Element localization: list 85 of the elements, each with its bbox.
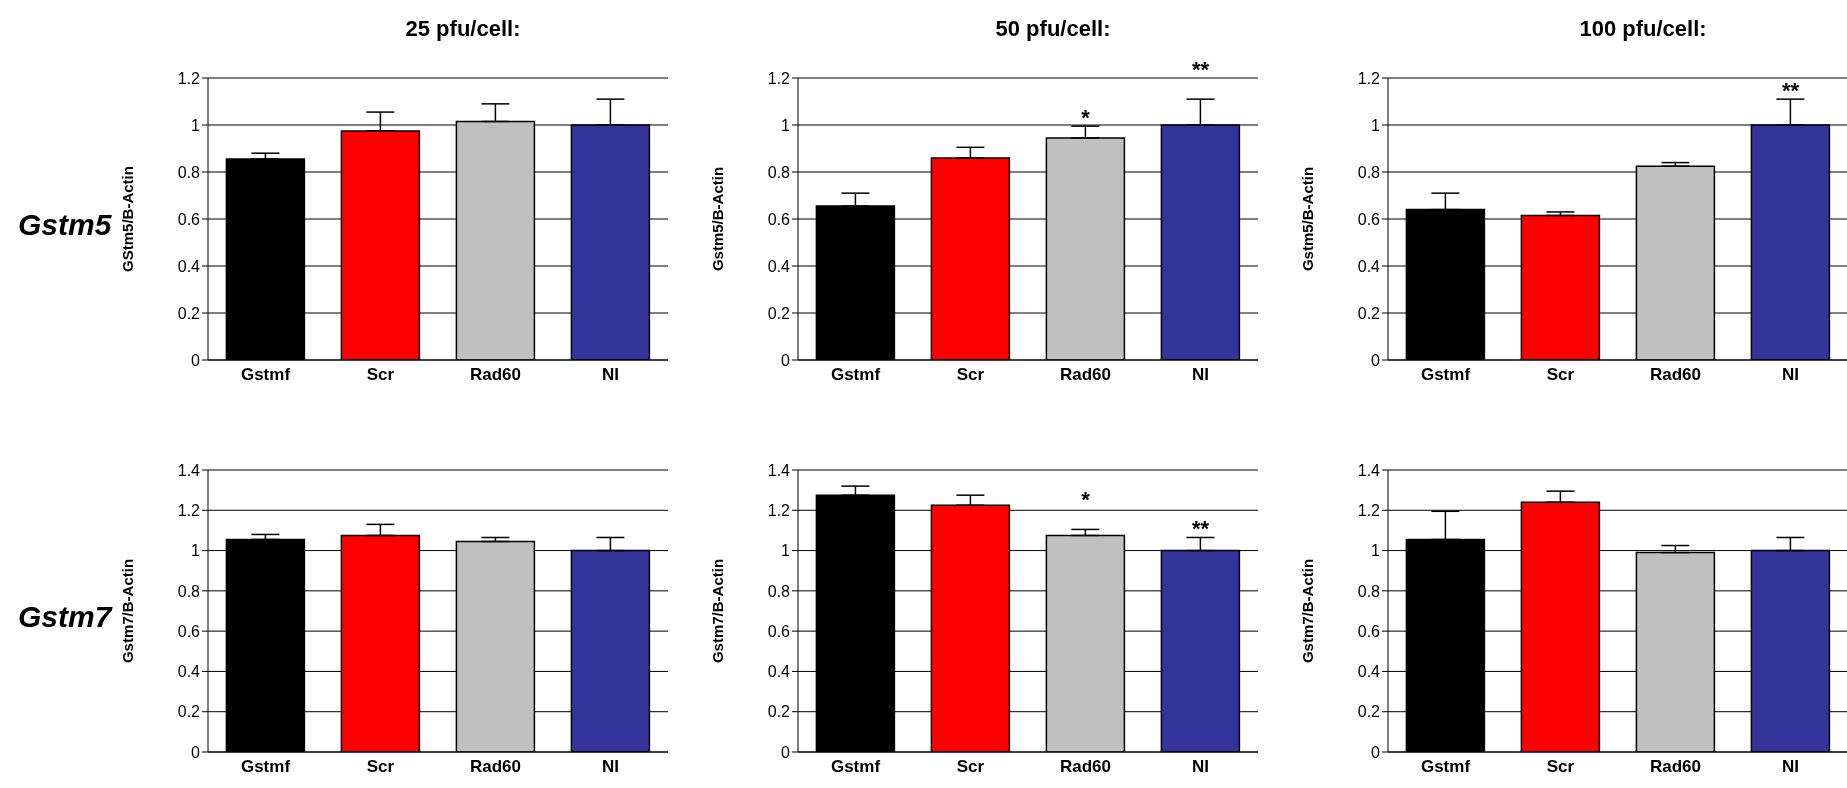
- x-tick-label: NI: [1192, 365, 1209, 385]
- y-tick-label: 0: [781, 351, 791, 369]
- y-tick-label: 0.6: [1357, 210, 1381, 228]
- y-tick-label: 0.4: [1357, 257, 1381, 275]
- y-tick-label: 0.2: [1357, 703, 1381, 721]
- y-tick-label: 0.4: [177, 257, 201, 275]
- x-tick-label: Gstmf: [240, 757, 291, 777]
- x-tick-label: Rad60: [1059, 365, 1112, 385]
- x-tick-label: Gstmf: [1420, 757, 1471, 777]
- y-tick-label: 0.8: [767, 163, 791, 181]
- chart-title: 25 pfu/cell:: [404, 15, 522, 43]
- y-tick-label: 0.4: [1357, 663, 1381, 681]
- y-tick-label: 0.2: [1357, 304, 1381, 322]
- y-tick-label: 0.2: [177, 304, 201, 322]
- x-tick-label: Rad60: [469, 757, 522, 777]
- y-tick-label: 0: [781, 743, 791, 761]
- text: Gstm7: [18, 600, 112, 633]
- x-tick-label: Rad60: [1059, 757, 1112, 777]
- y-tick-label: 0.2: [177, 703, 201, 721]
- y-tick-label: 1.2: [1357, 501, 1381, 519]
- x-tick-label: NI: [1192, 757, 1209, 777]
- text: Gstm5: [18, 208, 112, 241]
- annotation: **: [1191, 57, 1210, 83]
- y-axis-title: Gstm5/B-Actin: [1299, 166, 1317, 272]
- y-tick-label: 1.2: [767, 501, 791, 519]
- y-tick-label: 0.6: [177, 210, 201, 228]
- annotation: **: [1781, 78, 1800, 104]
- x-tick-label: NI: [1782, 365, 1799, 385]
- y-tick-label: 1.2: [177, 501, 201, 519]
- y-tick-label: 1.2: [177, 69, 201, 87]
- annotation: *: [1081, 487, 1091, 513]
- y-tick-label: 0.8: [177, 163, 201, 181]
- y-tick-label: 1: [1371, 116, 1381, 134]
- y-tick-label: 0.6: [177, 622, 201, 640]
- y-tick-label: 1: [781, 116, 791, 134]
- x-tick-label: Gstmf: [830, 757, 881, 777]
- y-tick-label: 0.4: [177, 663, 201, 681]
- y-axis-title: GStm5/B-Actin: [119, 166, 137, 272]
- y-tick-label: 1: [1371, 542, 1381, 560]
- x-tick-label: Rad60: [469, 365, 522, 385]
- y-axis-title: Gstm7/B-Actin: [119, 558, 137, 664]
- y-tick-label: 0.4: [767, 663, 791, 681]
- x-tick-label: NI: [1782, 757, 1799, 777]
- y-tick-label: 0: [1371, 351, 1381, 369]
- y-axis-title: Gstm5/B-Actin: [709, 166, 727, 272]
- y-tick-label: 0.6: [767, 622, 791, 640]
- y-tick-label: 1.4: [177, 461, 201, 479]
- y-axis-title: Gstm7/B-Actin: [1299, 558, 1317, 664]
- annotation: **: [1191, 516, 1210, 542]
- x-tick-label: Scr: [366, 757, 395, 777]
- y-tick-label: 0.6: [1357, 622, 1381, 640]
- y-tick-label: 1: [191, 542, 201, 560]
- y-tick-label: 1.4: [767, 461, 791, 479]
- x-tick-label: Scr: [1546, 757, 1575, 777]
- y-tick-label: 0.6: [767, 210, 791, 228]
- y-tick-label: 0: [191, 351, 201, 369]
- y-tick-label: 0.4: [767, 257, 791, 275]
- x-tick-label: Scr: [1546, 365, 1575, 385]
- y-tick-label: 1: [191, 116, 201, 134]
- x-tick-label: Scr: [366, 365, 395, 385]
- y-tick-label: 0.8: [767, 582, 791, 600]
- y-tick-label: 0: [1371, 743, 1381, 761]
- y-tick-label: 0.8: [1357, 582, 1381, 600]
- x-tick-label: NI: [602, 365, 619, 385]
- y-tick-label: 1.2: [767, 69, 791, 87]
- x-tick-label: Rad60: [1649, 365, 1702, 385]
- y-axis-title: Gstm7/B-Actin: [709, 558, 727, 664]
- y-tick-label: 0.2: [767, 703, 791, 721]
- y-tick-label: 1: [781, 542, 791, 560]
- x-tick-label: Rad60: [1649, 757, 1702, 777]
- y-tick-label: 1.2: [1357, 69, 1381, 87]
- y-tick-label: 0.8: [177, 582, 201, 600]
- y-tick-label: 0: [191, 743, 201, 761]
- x-tick-label: NI: [602, 757, 619, 777]
- y-tick-label: 0.2: [767, 304, 791, 322]
- chart-title: 100 pfu/cell:: [1578, 15, 1708, 43]
- x-tick-label: Gstmf: [1420, 365, 1471, 385]
- x-tick-label: Gstmf: [830, 365, 881, 385]
- x-tick-label: Scr: [956, 757, 985, 777]
- annotation: *: [1081, 105, 1091, 131]
- y-tick-label: 0.8: [1357, 163, 1381, 181]
- x-tick-label: Gstmf: [240, 365, 291, 385]
- chart-title: 50 pfu/cell:: [994, 15, 1112, 43]
- y-tick-label: 1.4: [1357, 461, 1381, 479]
- x-tick-label: Scr: [956, 365, 985, 385]
